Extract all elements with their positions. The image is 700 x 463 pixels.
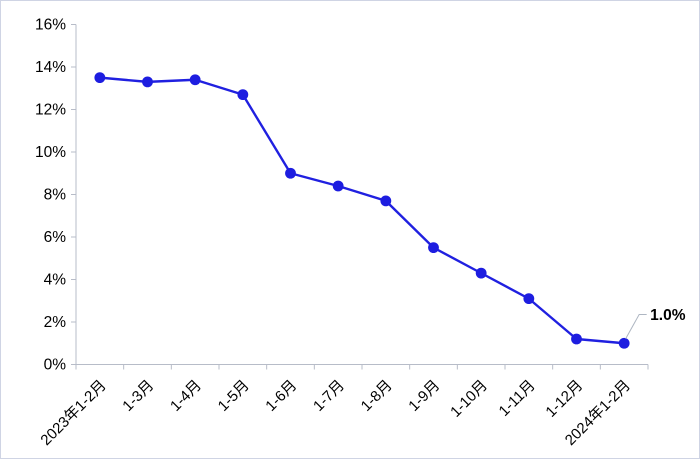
data-point [475,267,487,279]
y-axis-tick-label: 14% [35,59,66,76]
data-line [99,76,625,345]
data-point [618,337,630,349]
data-point [428,242,439,254]
data-point [380,195,392,207]
y-axis-tick-label: 10% [35,144,66,161]
x-axis-category-label: 1-9月 [405,377,443,415]
y-axis-tick-label: 8% [44,187,67,204]
x-axis-category-label: 1-4月 [167,377,205,415]
y-axis-tick-label: 2% [44,314,67,331]
x-axis-category-label: 1-5月 [215,377,253,415]
y-axis-tick-label: 0% [44,357,67,374]
x-axis-category-label: 1-3月 [119,377,157,415]
x-axis-category-label: 1-10月 [447,377,491,421]
x-axis-category-label: 1-8月 [358,377,396,415]
data-point [237,89,249,101]
data-point [285,167,296,179]
data-point [523,293,535,305]
x-axis-category-label: 1-11月 [496,377,539,420]
x-axis-category-label: 1-7月 [310,377,348,415]
x-axis-category-label: 1-12月 [542,377,586,421]
data-label: 1.0% [650,307,686,324]
y-axis-tick-label: 4% [44,272,67,289]
y-axis-tick-label: 12% [35,102,66,119]
data-point [142,76,153,88]
data-point [189,74,201,86]
x-axis-category-label: 2023年1-2月 [37,377,109,449]
y-axis-tick-label: 6% [44,229,67,246]
data-point [94,72,106,84]
data-point [571,333,582,345]
y-axis-tick-label: 16% [35,17,66,34]
annotation-leader-line [625,314,647,339]
data-point [332,180,344,192]
x-axis-category-label: 1-6月 [262,377,300,415]
